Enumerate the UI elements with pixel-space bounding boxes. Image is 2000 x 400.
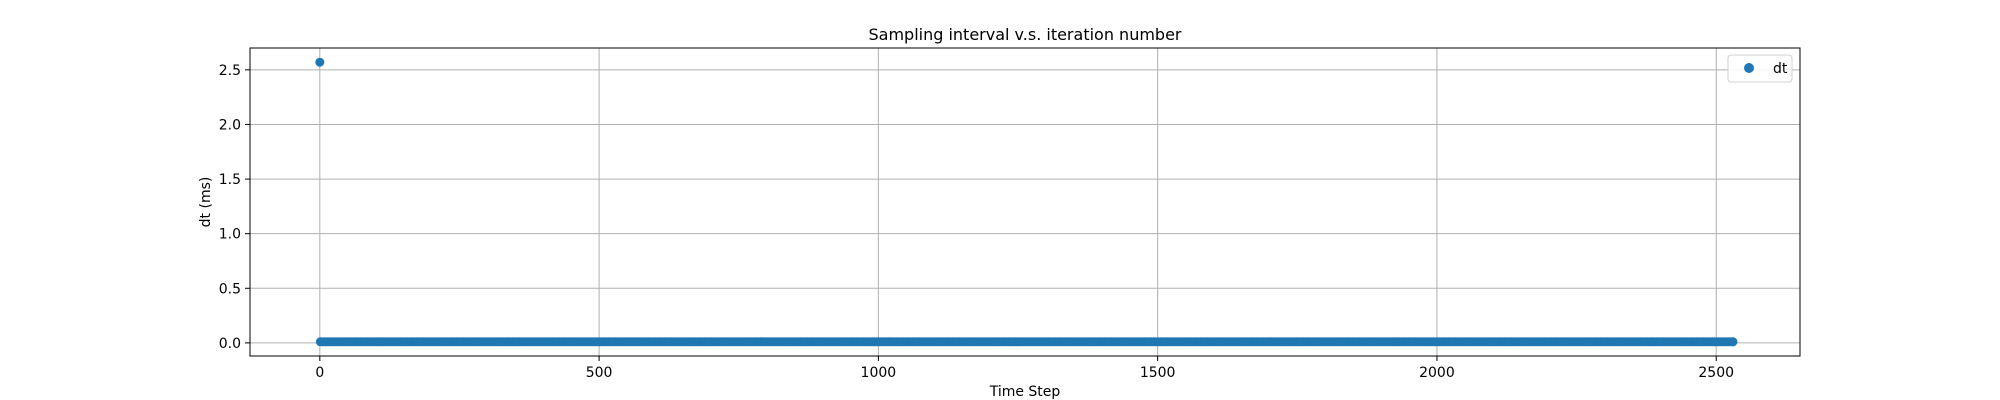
legend-box [1727,54,1793,83]
x-tick-label: 2000 [1419,365,1455,381]
x-tick-label: 0 [315,365,324,381]
data-point-outlier [315,57,325,67]
legend-marker [1744,63,1754,73]
y-axis-label: dt (ms) [198,177,214,228]
plot-area [315,57,1738,347]
y-tick-label: 1.5 [219,172,241,188]
x-tick-label: 2500 [1698,365,1734,381]
x-tick-label: 1500 [1140,365,1176,381]
x-axis-label: Time Step [989,384,1061,400]
plot-frame [249,47,1801,357]
y-tick-label: 2.0 [219,117,241,133]
chart-title: Sampling interval v.s. iteration number [868,25,1181,44]
x-tick-label: 500 [586,365,613,381]
y-tick-label: 2.5 [219,63,241,79]
legend: dt [1727,54,1793,83]
axes: 0 500 1000 1500 2000 2500 0.0 0.5 1.0 1.5 2.0 2.5 [219,63,1734,381]
y-tick-label: 1.0 [219,227,241,243]
y-tick-label: 0.5 [219,281,241,297]
legend-label: dt [1773,61,1788,77]
data-point [1728,337,1738,347]
x-tick-label: 1000 [861,365,897,381]
y-tick-label: 0.0 [219,336,241,352]
